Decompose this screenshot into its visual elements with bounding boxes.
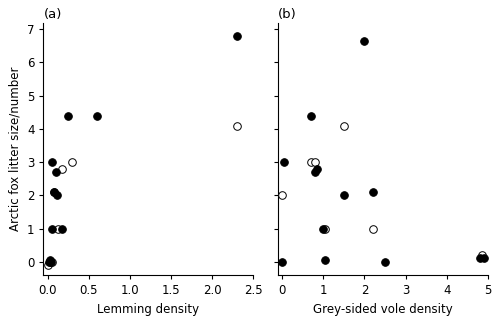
X-axis label: Grey-sided vole density: Grey-sided vole density: [313, 303, 453, 316]
Point: [48, 226, 56, 231]
Text: (a): (a): [44, 8, 62, 21]
Point: [50, 190, 58, 195]
Point: [307, 113, 315, 118]
Point: [368, 226, 376, 231]
Point: [54, 226, 62, 231]
Point: [58, 226, 66, 231]
Point: [48, 159, 56, 165]
Point: [307, 159, 315, 165]
Point: [233, 123, 241, 128]
X-axis label: Lemming density: Lemming density: [98, 303, 200, 316]
Y-axis label: Arctic fox litter size/number: Arctic fox litter size/number: [8, 66, 22, 231]
Point: [340, 193, 348, 198]
Point: [58, 166, 66, 171]
Point: [322, 258, 330, 263]
Point: [46, 258, 54, 263]
Point: [47, 259, 55, 264]
Point: [48, 259, 56, 264]
Point: [360, 38, 368, 43]
Point: [313, 166, 321, 171]
Point: [54, 193, 62, 198]
Point: [280, 159, 288, 165]
Point: [311, 159, 319, 165]
Text: (b): (b): [278, 8, 296, 21]
Point: [311, 169, 319, 175]
Point: [52, 169, 60, 175]
Point: [64, 113, 72, 118]
Point: [45, 259, 53, 264]
Point: [50, 190, 58, 195]
Point: [480, 256, 488, 261]
Point: [320, 226, 328, 231]
Point: [381, 259, 389, 264]
Point: [368, 190, 376, 195]
Point: [233, 33, 241, 38]
Point: [44, 262, 52, 268]
Point: [278, 193, 286, 198]
Point: [476, 256, 484, 261]
Point: [68, 159, 76, 165]
Point: [478, 252, 486, 258]
Point: [278, 259, 286, 264]
Point: [93, 113, 101, 118]
Point: [340, 123, 348, 128]
Point: [46, 259, 54, 264]
Point: [322, 226, 330, 231]
